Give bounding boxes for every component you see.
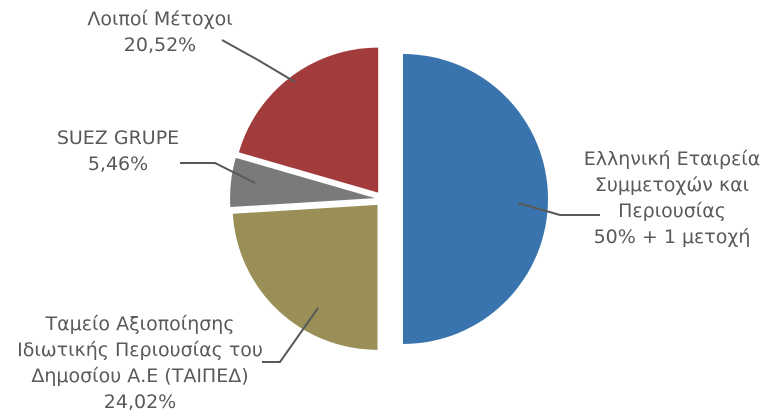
pie-slice xyxy=(238,47,379,193)
slice-name-label: SUEZ GRUPE xyxy=(57,127,179,149)
slice-label: Ταμείο Αξιοποίησης Ιδιωτικής Περιουσίας τ… xyxy=(17,313,263,413)
pie-slice xyxy=(230,157,376,208)
leader-line xyxy=(221,39,296,83)
slice-name-label: Ελληνική Εταιρεία xyxy=(584,148,761,170)
leader-line xyxy=(262,307,319,363)
leader-line xyxy=(517,202,600,216)
slice-value-label: 5,46% xyxy=(88,153,148,175)
pie-slices xyxy=(230,47,548,350)
slice-value-label: 20,52% xyxy=(124,34,196,56)
slice-labels: Ελληνική Εταιρεία Συμμετοχών και Περιουσία… xyxy=(17,8,760,413)
slice-label: Λοιποί Μέτοχοι 20,52% xyxy=(87,8,232,56)
leader-line xyxy=(180,162,256,184)
slice-name-label: Δημοσίου Α.Ε (ΤΑΙΠΕΔ) xyxy=(31,365,248,387)
slice-label: Ελληνική Εταιρεία Συμμετοχών και Περιουσία… xyxy=(584,148,761,248)
slice-name-label: Συμμετοχών και xyxy=(595,174,749,196)
leader-lines xyxy=(180,39,600,363)
pie-slice xyxy=(403,54,548,344)
slice-label: SUEZ GRUPE 5,46% xyxy=(57,127,179,175)
slice-name-label: Περιουσίας xyxy=(618,200,726,222)
slice-name-label: Ταμείο Αξιοποίησης xyxy=(45,313,235,335)
slice-name-label: Λοιποί Μέτοχοι xyxy=(87,8,232,30)
slice-name-label: Ιδιωτικής Περιουσίας του xyxy=(17,339,263,361)
slice-value-label: 24,02% xyxy=(104,391,176,413)
pie-slice xyxy=(232,204,378,350)
slice-value-label: 50% + 1 μετοχή xyxy=(594,226,751,248)
